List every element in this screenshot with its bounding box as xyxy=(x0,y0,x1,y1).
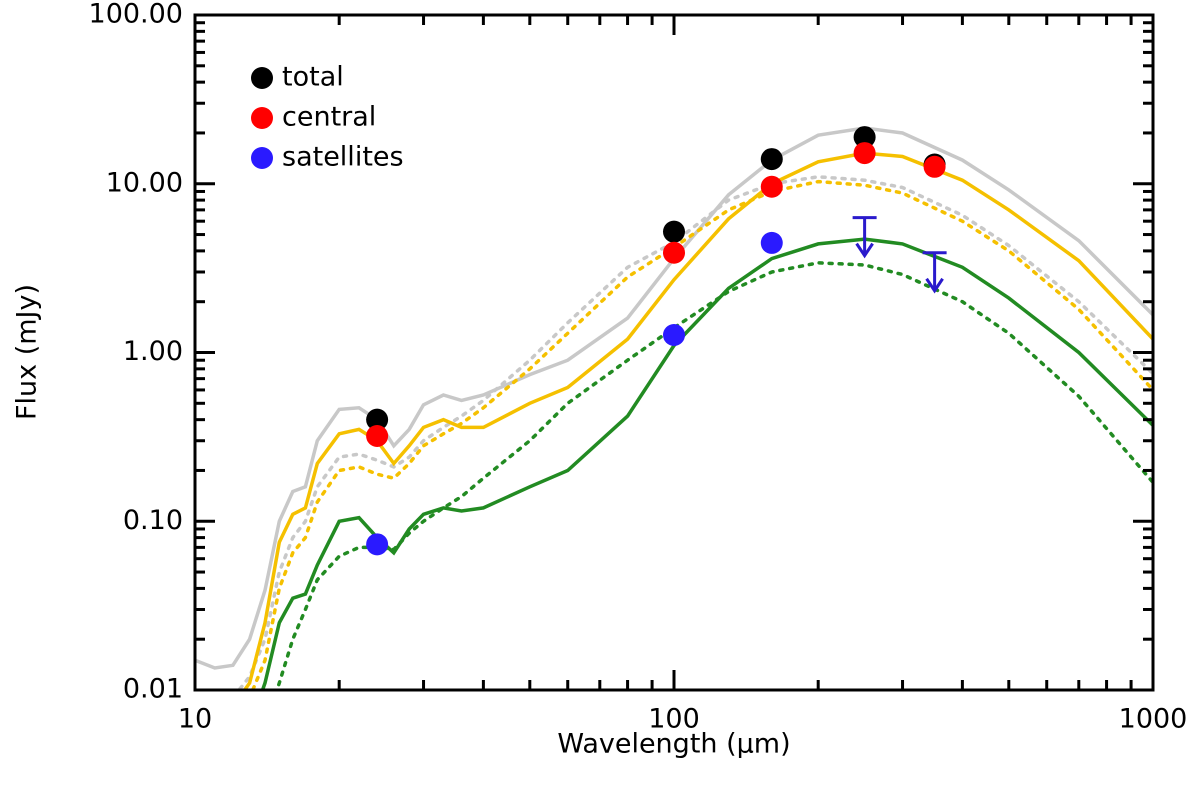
data-point xyxy=(760,148,783,171)
legend-label: satellites xyxy=(282,142,404,173)
y-tick-label: 0.01 xyxy=(123,674,183,705)
data-point xyxy=(853,142,876,165)
model-curve xyxy=(260,237,1153,690)
x-tick-label: 10 xyxy=(178,704,212,735)
upper-limit-arrow xyxy=(925,277,944,294)
data-point xyxy=(366,425,389,448)
y-tick-label: 100.00 xyxy=(89,0,183,30)
legend-marker xyxy=(251,107,273,129)
data-point xyxy=(663,323,685,346)
data-point xyxy=(366,408,389,431)
legend-label: total xyxy=(282,62,344,93)
data-point xyxy=(760,231,783,254)
x-tick-label: 100 xyxy=(648,704,700,735)
y-tick-label: 10.00 xyxy=(106,167,183,198)
data-point xyxy=(853,126,876,149)
legend-marker xyxy=(251,67,273,89)
model-curve xyxy=(236,175,1153,690)
model-curve xyxy=(250,179,1153,690)
model-curve xyxy=(275,261,1153,690)
y-axis-label: Flux (mJy) xyxy=(12,284,43,420)
upper-limit xyxy=(852,216,877,259)
data-point xyxy=(366,533,389,556)
data-point xyxy=(923,155,946,178)
upper-limit-arrow xyxy=(855,242,874,259)
data-point xyxy=(760,175,783,198)
data-point xyxy=(663,220,685,243)
y-tick-label: 0.10 xyxy=(123,505,183,536)
upper-limit xyxy=(922,251,947,294)
x-tick-label: 1000 xyxy=(1119,704,1188,735)
y-tick-label: 1.00 xyxy=(123,336,183,367)
plot-frame xyxy=(193,13,1155,692)
legend-label: central xyxy=(282,102,376,133)
legend-marker xyxy=(251,147,273,169)
data-point xyxy=(663,241,685,264)
x-axis-label: Wavelength (μm) xyxy=(557,729,790,760)
